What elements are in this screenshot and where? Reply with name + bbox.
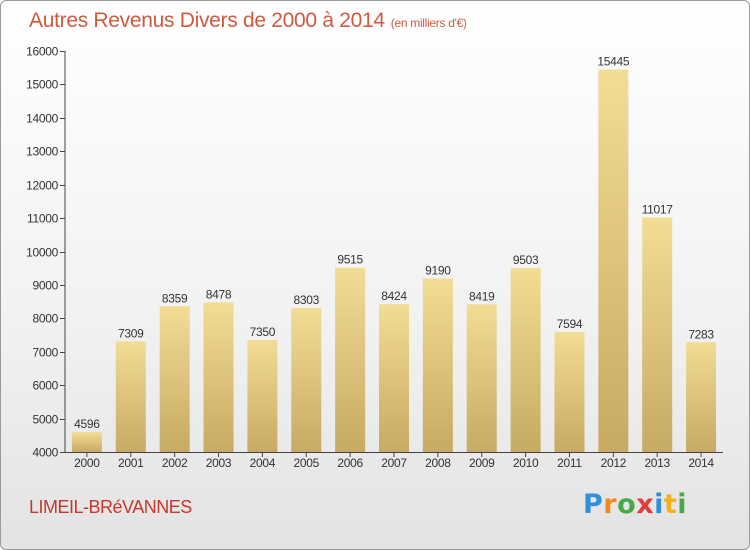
bars-group: 4596 7309 8359 8478 7350 8303 9515 8424 9190 8419… (71, 55, 717, 452)
x-tick-label: 2006 (337, 456, 363, 470)
commune-name: LIMEIL-BRéVANNES (29, 497, 192, 517)
bar (686, 342, 717, 452)
y-tick-label: 4000 (33, 446, 59, 460)
bar (510, 268, 541, 452)
y-tick-label: 11000 (27, 212, 59, 226)
y-tick-label: 9000 (33, 279, 59, 293)
bar-value-label: 8359 (162, 291, 188, 305)
bar-value-label: 8303 (294, 293, 320, 307)
bar (642, 217, 673, 452)
bar-value-label: 9515 (337, 253, 363, 267)
x-tick-label: 2001 (118, 456, 144, 470)
bar-value-label: 9190 (425, 264, 451, 278)
bar (335, 267, 366, 452)
logo-letter: i (677, 489, 688, 520)
x-tick-label: 2005 (294, 456, 320, 470)
bar-value-label: 8419 (469, 289, 495, 303)
bar (379, 304, 409, 452)
x-tick-label: 2014 (688, 456, 714, 470)
bar-value-label: 7594 (557, 317, 583, 331)
x-tick-label: 2011 (557, 456, 582, 470)
x-tick-label: 2010 (513, 456, 539, 470)
logo-letter: P (583, 489, 604, 520)
bar (159, 306, 190, 452)
proxiti-logo[interactable]: Proxiti (583, 489, 687, 520)
y-tick-label: 16000 (26, 45, 58, 59)
logo-letter: o (617, 489, 637, 520)
logo-letter: r (603, 489, 618, 520)
bar-value-label: 8478 (206, 287, 232, 301)
x-tick-label: 2008 (425, 456, 451, 470)
bar-value-label: 11017 (642, 203, 674, 217)
logo-letter: i (654, 489, 664, 520)
x-tick-label: 2013 (644, 456, 670, 470)
bar (598, 69, 629, 452)
bar (554, 331, 585, 452)
y-tick-label: 13000 (26, 145, 58, 159)
chart-title: Autres Revenus Divers de 2000 à 2014 (en … (29, 9, 467, 33)
logo-letter: x (636, 489, 655, 520)
bar-value-label: 9503 (513, 253, 539, 267)
x-tick-label: 2002 (162, 456, 188, 470)
bar-value-label: 15445 (597, 55, 629, 69)
chart-title-text: Autres Revenus Divers de 2000 à 2014 (29, 9, 385, 32)
x-tick-label: 2009 (469, 456, 495, 470)
bar (247, 340, 278, 452)
y-tick-label: 6000 (33, 379, 59, 393)
bar (291, 308, 322, 452)
y-tick-label: 8000 (33, 312, 59, 326)
y-tick-label: 5000 (33, 413, 59, 427)
y-tick-label: 10000 (26, 246, 58, 260)
bar-value-label: 7309 (118, 326, 144, 340)
bar (422, 278, 453, 452)
y-tick-label: 14000 (26, 112, 58, 126)
y-tick-label: 12000 (26, 179, 58, 193)
x-tick-label: 2004 (250, 456, 276, 470)
bar-value-label: 7350 (250, 325, 276, 339)
y-tick-label: 7000 (33, 346, 59, 360)
bar (466, 304, 497, 452)
bar-value-label: 4596 (74, 417, 100, 431)
x-axis: 2000 2001 2002 2003 2004 2005 2006 2007 2008 2009… (65, 452, 723, 470)
logo-letter: t (663, 489, 678, 520)
x-tick-label: 2003 (206, 456, 232, 470)
y-tick-label: 15000 (26, 78, 58, 92)
x-tick-label: 2007 (381, 456, 407, 470)
bar (115, 341, 146, 452)
chart-unit: (en milliers d'€) (390, 16, 467, 30)
y-axis: 4000 5000 6000 7000 8000 9000 10000 11000 12000 1… (26, 45, 66, 460)
bar (71, 432, 102, 452)
x-tick-label: 2012 (601, 456, 627, 470)
bar-value-label: 8424 (381, 289, 407, 303)
bar-value-label: 7283 (688, 327, 714, 341)
bar (203, 302, 234, 452)
x-tick-label: 2000 (74, 456, 100, 470)
